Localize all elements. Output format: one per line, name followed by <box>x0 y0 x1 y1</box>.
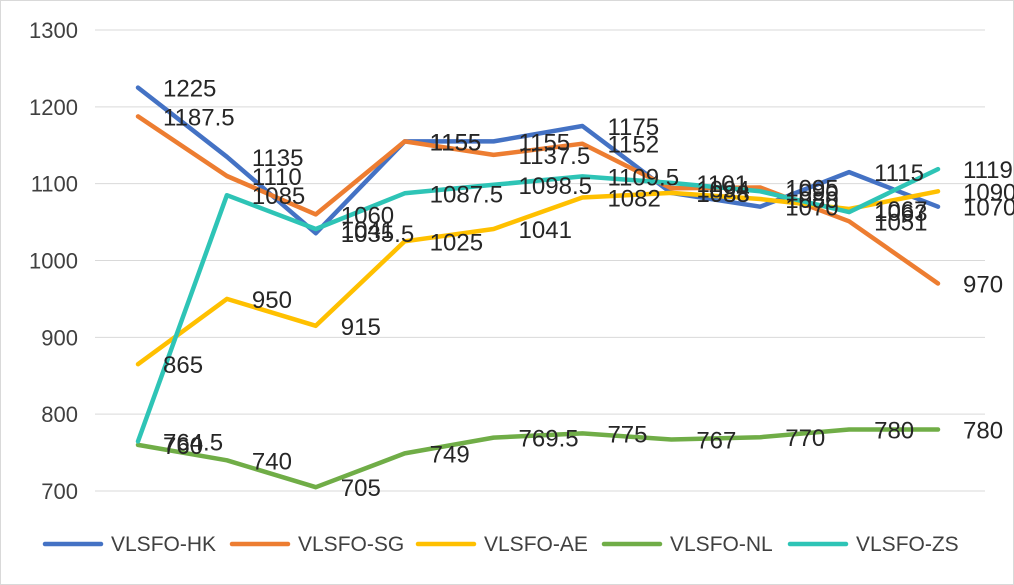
data-label-vlsfo-ae: 1067 <box>874 197 927 224</box>
y-tick-label: 1000 <box>29 249 78 274</box>
data-label-vlsfo-nl: 770 <box>785 425 825 452</box>
data-label-vlsfo-ae: 1041 <box>519 217 572 244</box>
data-label-vlsfo-nl: 749 <box>430 441 470 468</box>
legend-item-vlsfo-hk: VLSFO-HK <box>42 533 216 556</box>
data-label-vlsfo-ae: 950 <box>252 287 292 314</box>
data-label-vlsfo-zs: 1087.5 <box>430 181 503 208</box>
data-label-vlsfo-zs: 1063 <box>874 200 927 227</box>
data-label-vlsfo-hk: 1088 <box>696 181 749 208</box>
data-label-vlsfo-hk: 1155 <box>519 129 571 156</box>
data-label-vlsfo-sg: 1060 <box>341 202 394 229</box>
data-label-vlsfo-ae: 1082 <box>607 185 660 212</box>
y-axis: 700 800 900 1000 1100 1200 1300 <box>29 18 78 504</box>
data-label-vlsfo-sg: 1110 <box>252 164 302 191</box>
data-label-vlsfo-hk: 1175 <box>607 114 659 141</box>
legend-item-vlsfo-ae: VLSFO-AE <box>415 533 588 556</box>
data-label-vlsfo-sg: 1095 <box>785 176 838 203</box>
data-label-vlsfo-ae: 1090 <box>963 179 1014 206</box>
data-label-vlsfo-zs: 764.5 <box>163 429 223 456</box>
y-tick-label: 700 <box>41 479 78 504</box>
data-label-vlsfo-ae: 865 <box>163 352 203 379</box>
data-label-vlsfo-nl: 769.5 <box>519 426 579 453</box>
legend-item-vlsfo-zs: VLSFO-ZS <box>787 533 959 556</box>
data-label-vlsfo-ae: 1088 <box>696 181 749 208</box>
data-label-vlsfo-nl: 780 <box>963 418 1003 445</box>
data-label-vlsfo-nl: 760 <box>163 433 203 460</box>
legend-label: VLSFO-AE <box>484 533 588 556</box>
data-label-vlsfo-nl: 705 <box>341 475 381 502</box>
data-label-vlsfo-ae: 1025 <box>430 229 483 256</box>
y-tick-label: 1300 <box>29 18 78 43</box>
data-label-vlsfo-nl: 780 <box>874 418 914 445</box>
data-label-vlsfo-sg: 1137.5 <box>519 143 591 170</box>
series-line-vlsfo-zs <box>135 166 941 444</box>
data-label-vlsfo-hk: 1115 <box>874 160 924 187</box>
data-label-vlsfo-sg: 1152 <box>607 132 659 159</box>
data-label-vlsfo-zs: 1041 <box>341 217 394 244</box>
data-label-vlsfo-ae: 915 <box>341 314 381 341</box>
y-tick-label: 1100 <box>31 172 78 197</box>
data-label-vlsfo-nl: 775 <box>607 421 647 448</box>
data-label-vlsfo-hk: 1135 <box>252 145 304 172</box>
data-label-vlsfo-zs: 1090 <box>785 179 838 206</box>
data-label-vlsfo-sg: 1051 <box>874 209 927 236</box>
data-label-vlsfo-hk: 1155 <box>430 129 482 156</box>
data-label-vlsfo-hk: 1035.5 <box>341 221 414 248</box>
data-label-vlsfo-zs: 1101 <box>696 171 748 198</box>
data-label-vlsfo-sg: 1187.5 <box>163 104 235 131</box>
y-tick-label: 1200 <box>29 95 78 120</box>
data-label-vlsfo-sg: 1094 <box>696 176 749 203</box>
legend-label: VLSFO-ZS <box>856 533 959 556</box>
data-label-vlsfo-nl: 767 <box>696 428 736 455</box>
data-label-vlsfo-zs: 1085 <box>252 183 305 210</box>
data-label-vlsfo-hk: 1070 <box>963 195 1014 222</box>
y-tick-label: 900 <box>41 325 78 350</box>
gridlines <box>95 29 985 492</box>
data-label-vlsfo-hk: 1070 <box>785 195 838 222</box>
data-label-vlsfo-sg: 1155 <box>430 129 482 156</box>
data-label-vlsfo-ae: 1080 <box>785 187 838 214</box>
series-line-vlsfo-nl <box>135 427 941 490</box>
data-labels: 1225 1135 1035.5 1155 1155 1175 1088 1070 1115 10… <box>163 76 1014 503</box>
legend-item-vlsfo-sg: VLSFO-SG <box>229 533 404 556</box>
data-label-vlsfo-zs: 1109.5 <box>607 164 679 191</box>
data-label-vlsfo-zs: 1119 <box>963 157 1013 184</box>
legend-label: VLSFO-NL <box>670 533 773 556</box>
legend-label: VLSFO-HK <box>111 533 216 556</box>
series-lines <box>135 85 941 490</box>
data-label-vlsfo-sg: 970 <box>963 272 1003 299</box>
legend: VLSFO-HK VLSFO-SG VLSFO-AE VLSFO-NL VLSFO-ZS <box>42 533 959 556</box>
data-label-vlsfo-zs: 1098.5 <box>519 173 592 200</box>
legend-label: VLSFO-SG <box>298 533 404 556</box>
data-label-vlsfo-hk: 1225 <box>163 76 216 103</box>
legend-item-vlsfo-nl: VLSFO-NL <box>601 533 773 556</box>
y-tick-label: 800 <box>41 402 78 427</box>
data-label-vlsfo-nl: 740 <box>252 448 292 475</box>
